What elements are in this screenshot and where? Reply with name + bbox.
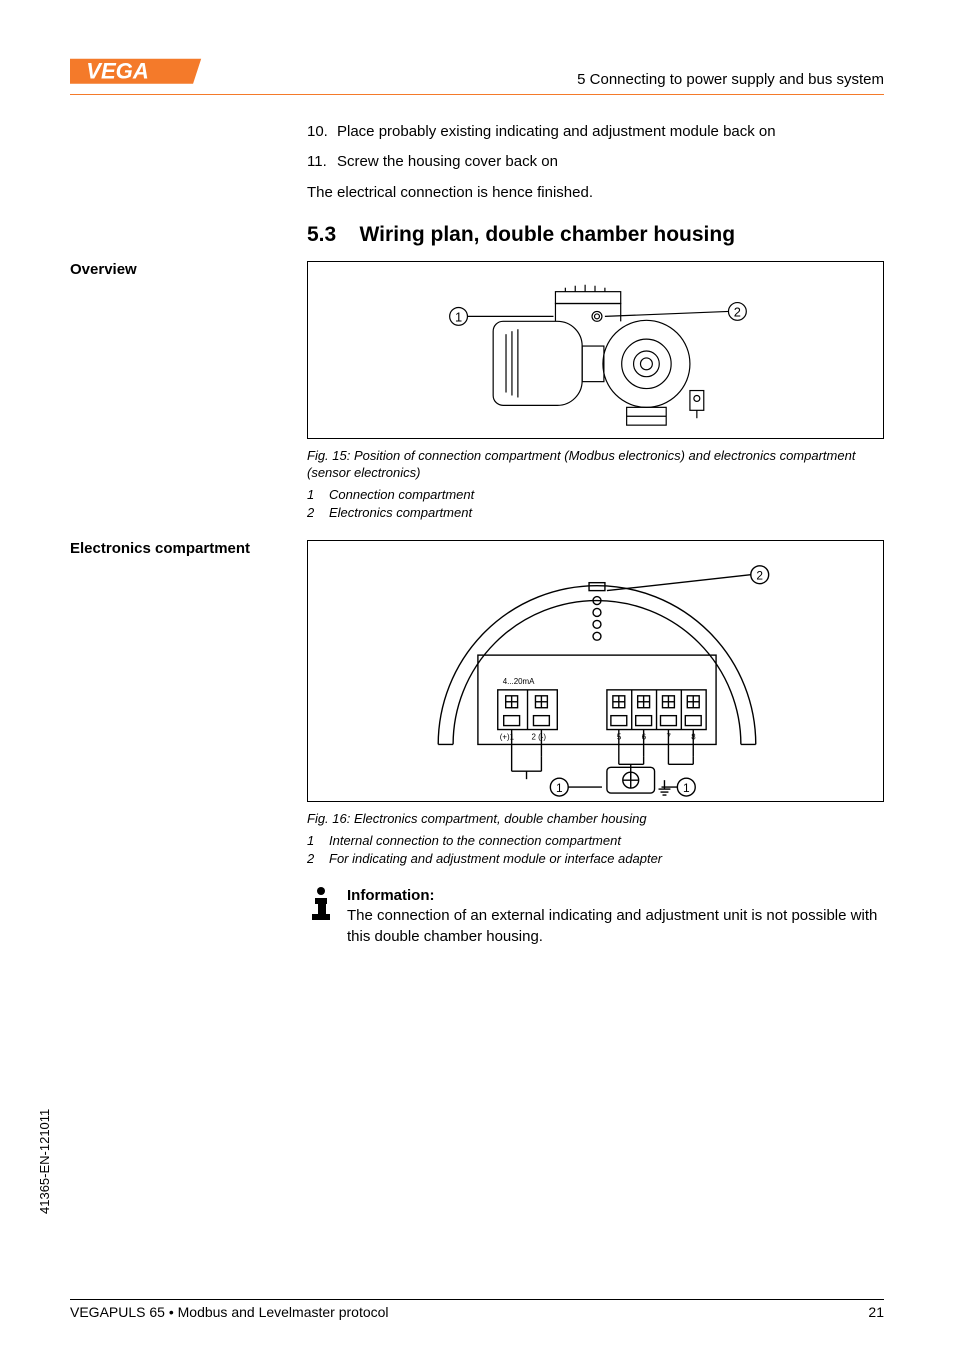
terminal-screw-icon xyxy=(638,696,650,708)
terminal-screw-icon xyxy=(506,696,518,708)
step-number: 11. xyxy=(307,152,337,172)
svg-text:VEGA: VEGA xyxy=(86,59,149,84)
information-body: The connection of an external indicating… xyxy=(347,907,877,944)
terminal-id: 5 xyxy=(617,733,622,742)
section-number: 5.3 xyxy=(307,223,336,246)
callout-1a: 1 xyxy=(556,781,563,795)
section-heading: 5.3 Wiring plan, double chamber housing xyxy=(307,223,884,247)
figure-16-caption: Fig. 16: Electronics compartment, double… xyxy=(307,810,884,828)
legend-row: 2For indicating and adjustment module or… xyxy=(307,850,884,868)
terminal-id: 6 xyxy=(642,733,647,742)
closing-sentence: The electrical connection is hence finis… xyxy=(307,183,884,203)
terminal-id: (+)1 xyxy=(500,733,515,742)
figure-16: 4...20mA (+)1 2 (-) 5 6 7 8 1 1 2 xyxy=(307,540,884,802)
side-label-electronics: Electronics compartment xyxy=(70,540,250,557)
legend-row: 2Electronics compartment xyxy=(307,504,884,522)
callout-1b: 1 xyxy=(683,781,690,795)
figure-15-legend: 1Connection compartment 2Electronics com… xyxy=(307,486,884,522)
figure-15: 1 2 xyxy=(307,261,884,439)
figure-15-caption: Fig. 15: Position of connection compartm… xyxy=(307,447,884,482)
page-content: 10. Place probably existing indicating a… xyxy=(70,122,884,947)
document-id-vertical: 41365-EN-121011 xyxy=(37,1109,52,1214)
terminal-id: 2 (-) xyxy=(531,733,546,742)
terminal-id: 8 xyxy=(691,733,696,742)
terminal-screw-icon xyxy=(613,696,625,708)
callout-2-label: 2 xyxy=(734,304,741,319)
page-header: VEGA 5 Connecting to power supply and bu… xyxy=(70,54,884,95)
legend-row: 1Internal connection to the connection c… xyxy=(307,832,884,850)
section-title: Wiring plan, double chamber housing xyxy=(360,223,736,246)
footer-page-number: 21 xyxy=(868,1304,884,1320)
running-title: 5 Connecting to power supply and bus sys… xyxy=(577,71,884,88)
callout-2: 2 xyxy=(756,569,763,583)
legend-row: 1Connection compartment xyxy=(307,486,884,504)
terminal-screw-icon xyxy=(662,696,674,708)
page-footer: VEGAPULS 65 • Modbus and Levelmaster pro… xyxy=(70,1299,884,1320)
terminal-id: 7 xyxy=(666,733,670,742)
callout-1-label: 1 xyxy=(455,309,462,324)
terminal-screw-icon xyxy=(687,696,699,708)
side-label-overview: Overview xyxy=(70,261,137,278)
figure-16-legend: 1Internal connection to the connection c… xyxy=(307,832,884,868)
step-text: Place probably existing indicating and a… xyxy=(337,122,776,142)
overview-block: Overview xyxy=(70,261,884,522)
information-icon xyxy=(307,886,335,922)
terminal-range-label: 4...20mA xyxy=(503,677,535,686)
electronics-block: Electronics compartment xyxy=(70,540,884,947)
footer-left: VEGAPULS 65 • Modbus and Levelmaster pro… xyxy=(70,1304,389,1320)
step-text: Screw the housing cover back on xyxy=(337,152,558,172)
step-11: 11. Screw the housing cover back on xyxy=(307,152,884,172)
terminal-screw-icon xyxy=(535,696,547,708)
information-heading: Information: xyxy=(347,887,435,904)
step-number: 10. xyxy=(307,122,337,142)
figure-16-svg: 4...20mA (+)1 2 (-) 5 6 7 8 1 1 2 xyxy=(308,541,883,801)
procedure-steps: 10. Place probably existing indicating a… xyxy=(307,122,884,173)
information-text: Information: The connection of an extern… xyxy=(347,886,884,947)
vega-logo: VEGA xyxy=(70,54,210,90)
figure-15-svg: 1 2 xyxy=(308,262,883,438)
information-note: Information: The connection of an extern… xyxy=(307,886,884,947)
step-10: 10. Place probably existing indicating a… xyxy=(307,122,884,142)
